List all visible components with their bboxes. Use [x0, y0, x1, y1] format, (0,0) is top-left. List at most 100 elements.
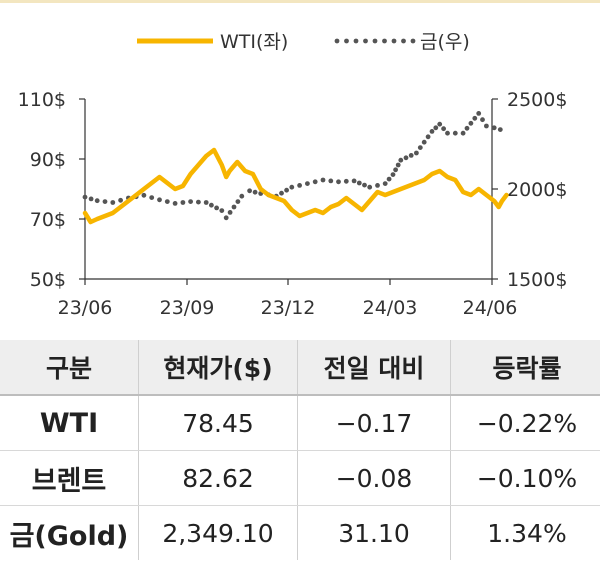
gold-point [480, 117, 485, 123]
gold-point [110, 200, 116, 205]
y-right-tick-label: 1500$ [507, 269, 567, 291]
cell-price: 78.45 [138, 395, 298, 451]
gold-point [375, 183, 380, 188]
price-table: 구분 현재가($) 전일 대비 등락률 WTI 78.45 −0.17 −0.2… [0, 340, 600, 560]
gold-point [484, 123, 489, 129]
cell-rate: −0.10% [450, 450, 600, 506]
cell-change: −0.08 [297, 450, 451, 506]
x-tick-label: 24/06 [463, 297, 518, 319]
gold-point [464, 125, 470, 131]
legend-dot [353, 38, 359, 44]
gold-point [497, 127, 503, 132]
row-label-wti: WTI [0, 395, 139, 451]
gold-point [367, 184, 373, 190]
gold-point [247, 188, 253, 194]
gold-point [252, 189, 258, 195]
table-row: WTI 78.45 −0.17 −0.22% [0, 395, 600, 451]
legend-swatch-gold [334, 38, 416, 44]
gold-point [297, 183, 302, 188]
series-gold [82, 111, 503, 221]
gold-point [362, 182, 367, 188]
y-right-tick-label: 2000$ [507, 179, 567, 201]
cell-price: 82.62 [138, 450, 298, 506]
table-row: 금(Gold) 2,349.10 31.10 1.34% [0, 505, 600, 560]
gold-point [429, 129, 435, 134]
gold-point [227, 210, 233, 215]
gold-point [336, 179, 341, 185]
gold-point [172, 201, 178, 206]
legend-dot [401, 38, 406, 44]
y-left-tick-label: 110$ [18, 89, 66, 111]
x-tick-label: 23/12 [261, 297, 316, 319]
y-right-tick-label: 2500$ [507, 89, 567, 111]
gold-point [491, 125, 497, 131]
legend-dot [391, 38, 397, 44]
gold-point [196, 199, 201, 205]
cell-change: 31.10 [297, 505, 451, 560]
legend-dot [344, 38, 349, 44]
axis-tick-labels: 110$ 90$ 70$ 50$ 2500$ 2000$ 1500$ 23/06… [18, 89, 568, 319]
gold-point [417, 145, 423, 150]
gold-point [445, 130, 450, 136]
gold-point [209, 202, 214, 208]
legend-dot [363, 38, 368, 44]
gold-point [180, 200, 186, 205]
gold-point [452, 130, 458, 136]
legend-dot [410, 38, 416, 44]
gold-point [398, 157, 404, 163]
gold-point [149, 195, 155, 201]
gold-point [88, 196, 94, 202]
wti-line [82, 147, 509, 225]
y-left-tick-label: 50$ [30, 269, 66, 291]
gold-point [231, 204, 237, 210]
gold-point [382, 181, 388, 187]
gold-point [403, 155, 409, 161]
gold-point [188, 199, 194, 205]
y-left-tick-label: 90$ [30, 149, 66, 171]
legend-label-wti: WTI(좌) [220, 31, 288, 53]
cell-change: −0.17 [297, 395, 451, 451]
gold-point [472, 115, 478, 121]
cell-rate: 1.34% [450, 505, 600, 560]
gold-point [476, 111, 482, 116]
gold-point [214, 205, 220, 211]
legend-dot [334, 38, 340, 44]
gold-point [235, 199, 241, 205]
x-tick-label: 23/09 [160, 297, 215, 319]
row-label-gold: 금(Gold) [9, 520, 129, 552]
x-tick-label: 23/06 [58, 297, 113, 319]
gold-point [219, 208, 225, 214]
gold-point [356, 180, 362, 186]
header-category: 구분 [0, 340, 139, 396]
header-current-price: 현재가($) [138, 340, 298, 396]
gold-point [118, 197, 123, 203]
gold-point [328, 178, 334, 184]
gold-point [141, 192, 147, 198]
table-row: 브렌트 82.62 −0.08 −0.10% [0, 450, 600, 506]
gold-point [395, 162, 401, 168]
gold-point [460, 130, 466, 136]
header-daily-change: 전일 대비 [297, 340, 451, 396]
legend-dot [382, 38, 387, 44]
gold-point [390, 172, 396, 178]
row-label-brent: 브렌트 [0, 450, 139, 506]
gold-point [386, 176, 392, 182]
gold-point [312, 179, 318, 185]
gold-point [164, 199, 170, 205]
gold-point [289, 184, 295, 190]
legend-label-gold: 금(우) [420, 31, 470, 53]
gold-point [82, 194, 88, 200]
gold-point [343, 178, 349, 184]
gold-point [393, 167, 398, 173]
chart-legend: WTI(좌) 금(우) [137, 31, 470, 53]
gold-point [414, 150, 419, 156]
x-tick-label: 24/03 [363, 297, 418, 319]
gold-point [437, 121, 443, 127]
y-left-tick-label: 70$ [30, 209, 66, 231]
gold-point [408, 153, 414, 158]
gold-point [305, 181, 310, 187]
gold-point [421, 139, 427, 145]
legend-dot [372, 38, 378, 44]
gold-point [223, 215, 229, 221]
top-accent-line [0, 0, 600, 3]
